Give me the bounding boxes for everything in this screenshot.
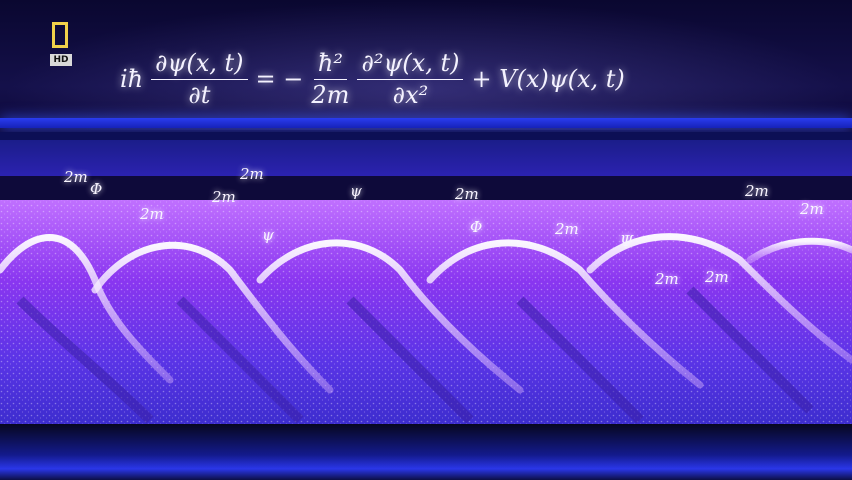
channel-logo: HD: [50, 22, 74, 70]
wave-shadow-ridges: [16, 286, 814, 424]
top-haze: [0, 0, 852, 130]
floating-symbol: 2m: [555, 220, 579, 238]
floating-symbol: Φ: [470, 218, 483, 236]
floating-symbol: 2m: [64, 168, 88, 186]
wave-crests: [0, 233, 852, 394]
floating-symbol: ψ: [350, 182, 362, 200]
wave-crest: [746, 237, 852, 264]
upper-blue-band: [0, 140, 852, 176]
floating-symbol: Ψ: [620, 232, 634, 250]
wave-crest: [426, 239, 704, 389]
floating-symbol: 2m: [655, 270, 679, 288]
blue-light-band: [0, 118, 852, 128]
wave-crest: [586, 233, 852, 364]
lower-blue-band: [0, 424, 852, 480]
hd-badge: HD: [50, 54, 72, 66]
floating-symbol: 2m: [140, 205, 164, 223]
wave-crest: [0, 234, 174, 384]
wave-visualization: [0, 200, 852, 430]
equation-constant-numerator: ħ²: [313, 50, 347, 80]
floating-symbol: 2m: [705, 268, 729, 286]
equation-lhs-denominator: ∂t: [188, 80, 211, 109]
floating-symbol: Φ: [90, 180, 103, 198]
equation-rhs-denominator: ∂x²: [392, 80, 429, 109]
equation-rhs-numerator: ∂²ψ(x, t): [357, 50, 464, 80]
floating-symbol: 2m: [240, 165, 264, 183]
equation-constant-denominator: 2m: [311, 80, 350, 109]
equation-lhs-fraction: ∂ψ(x, t) ∂t: [151, 50, 248, 109]
equation-rhs-fraction: ∂²ψ(x, t) ∂x²: [357, 50, 464, 109]
equation-lhs-numerator: ∂ψ(x, t): [151, 50, 248, 80]
equation-potential-term: + V(x)ψ(x, t): [471, 65, 625, 93]
floating-symbol: 2m: [745, 182, 769, 200]
equation-constant-fraction: ħ² 2m: [311, 50, 349, 108]
floating-symbol: 2m: [212, 188, 236, 206]
dark-divider-band: [0, 132, 852, 140]
equation-equals: = −: [255, 65, 304, 93]
wave-crest: [91, 241, 334, 394]
logo-yellow-frame-icon: [52, 22, 68, 48]
schrodinger-equation: iħ ∂ψ(x, t) ∂t = − ħ² 2m ∂²ψ(x, t) ∂x² +…: [120, 40, 740, 118]
floating-symbol: 2m: [800, 200, 824, 218]
wave-crest: [256, 239, 524, 394]
floating-symbol: ψ: [262, 226, 274, 244]
floating-symbol: 2m: [455, 185, 479, 203]
equation-lhs-prefix: iħ: [120, 65, 144, 93]
